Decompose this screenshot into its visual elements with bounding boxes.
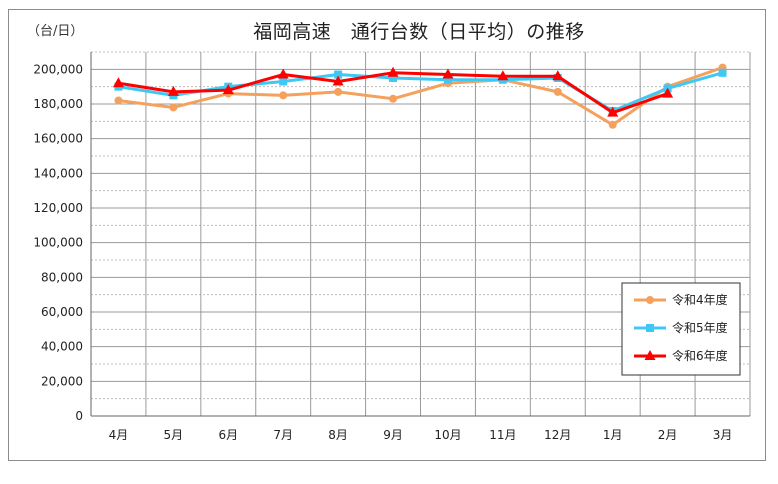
- legend-label: 令和6年度: [672, 348, 728, 363]
- x-tick-label: 1月: [603, 428, 623, 442]
- y-tick-label: 200,000: [33, 62, 83, 76]
- data-point-series-3: [442, 68, 454, 79]
- x-tick-label: 10月: [434, 428, 461, 442]
- legend-swatch-marker: [644, 350, 656, 360]
- data-point-series-2: [443, 75, 452, 84]
- series-line-2: [118, 71, 723, 113]
- chart-title: 福岡高速 通行台数（日平均）の推移: [253, 21, 585, 43]
- data-point-series-2: [389, 74, 398, 82]
- data-point-series-1: [114, 96, 123, 105]
- x-tick-label: 2月: [658, 428, 678, 442]
- x-tick-label: 3月: [713, 428, 733, 442]
- legend-label: 令和4年度: [672, 292, 728, 307]
- data-point-series-1: [553, 87, 562, 96]
- y-unit-label: （台/日）: [27, 24, 84, 39]
- y-tick-label: 60,000: [41, 305, 83, 319]
- data-point-series-3: [112, 77, 124, 88]
- data-point-series-2: [279, 77, 288, 86]
- data-point-series-3: [277, 68, 289, 79]
- data-point-series-3: [607, 106, 619, 117]
- y-tick-label: 160,000: [33, 132, 83, 146]
- legend-label: 令和5年度: [672, 320, 728, 335]
- x-tick-label: 11月: [489, 428, 516, 442]
- x-tick-label: 4月: [109, 428, 129, 442]
- x-tick-label: 7月: [273, 428, 293, 442]
- data-point-series-1: [279, 91, 288, 100]
- y-tick-label: 100,000: [33, 236, 83, 250]
- legend-swatch-marker: [646, 296, 654, 304]
- data-point-series-1: [169, 103, 178, 112]
- data-point-series-3: [552, 70, 564, 81]
- y-tick-label: 20,000: [41, 374, 83, 388]
- x-tick-label: 6月: [218, 428, 238, 442]
- x-tick-label: 5月: [164, 428, 184, 442]
- legend-swatch-marker: [646, 324, 654, 332]
- x-tick-label: 8月: [328, 428, 348, 442]
- y-tick-label: 40,000: [41, 340, 83, 354]
- y-tick-label: 80,000: [41, 270, 83, 284]
- series-line-1: [118, 66, 724, 127]
- data-point-series-1: [334, 87, 343, 96]
- y-tick-label: 120,000: [33, 201, 83, 215]
- data-point-series-1: [389, 94, 398, 103]
- data-point-series-3: [662, 87, 674, 98]
- x-tick-label: 9月: [383, 428, 403, 442]
- data-point-series-2: [718, 68, 727, 77]
- data-point-series-3: [497, 70, 509, 81]
- y-tick-label: 180,000: [33, 97, 83, 111]
- data-point-series-3: [222, 84, 234, 95]
- y-tick-label: 0: [75, 409, 83, 423]
- y-tick-label: 140,000: [33, 166, 83, 180]
- data-point-series-2: [334, 70, 343, 79]
- data-point-series-3: [332, 75, 344, 86]
- chart-frame: [8, 9, 766, 461]
- data-point-series-3: [387, 66, 399, 77]
- x-tick-label: 12月: [544, 428, 571, 442]
- data-point-series-1: [608, 120, 617, 129]
- data-point-series-3: [167, 85, 179, 96]
